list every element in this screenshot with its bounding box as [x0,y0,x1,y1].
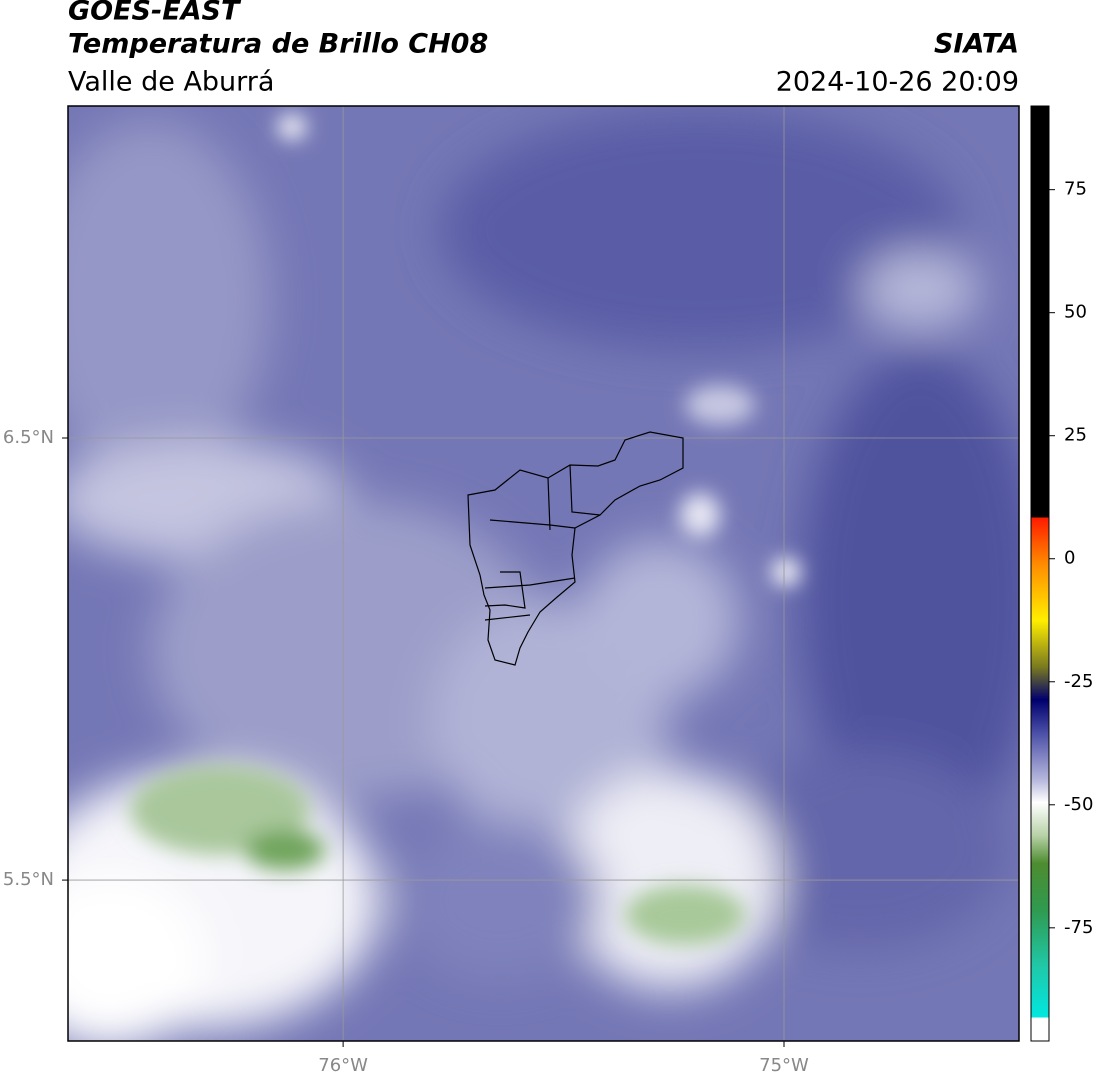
cold-cores [130,115,800,945]
product: Temperatura de Brillo CH08 [68,29,488,60]
region: Valle de Aburrá [68,67,274,98]
colorbar-tick-label: 0 [1064,548,1075,569]
colorbar-tick-label: 75 [1064,179,1087,200]
map-frame [67,105,1020,1042]
valley-boundary [467,431,684,666]
labels: 76°W 75°W 6.5°N 5.5°N 75 50 25 0 -25 -50 -75 [3,179,1094,1076]
x-tick-label: 76°W [318,1055,368,1076]
map-image [68,106,1019,1041]
municipal-boundary [484,464,601,621]
grid [68,106,1019,1041]
y-tick-label: 6.5°N [3,427,54,448]
timestamp: 2024-10-26 20:09 [776,67,1019,98]
colorbar-tick-label: -75 [1064,917,1093,938]
y-tick-label: 5.5°N [3,869,54,890]
colorbar-tick-label: -50 [1064,794,1093,815]
colorbar [1030,105,1050,1042]
x-tick-label: 75°W [759,1055,809,1076]
colorbar-tick-label: -25 [1064,671,1093,692]
source: SIATA [934,29,1019,60]
colorbar-tick-label: 25 [1064,425,1087,446]
colorbar-tick-label: 50 [1064,302,1087,323]
valle-aburra-outline [467,431,684,666]
satellite: GOES-EAST [68,0,242,27]
